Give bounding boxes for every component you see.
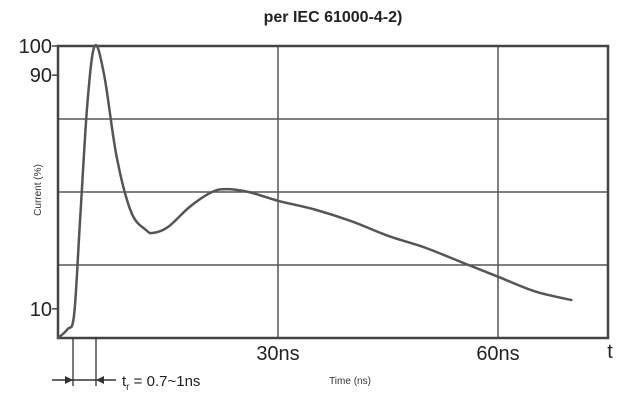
rise-time-symbol: t [122, 373, 127, 390]
x-tick-label-60ns: 60ns [476, 343, 519, 365]
grid [58, 46, 608, 338]
rise-arrow-right [96, 376, 104, 384]
x-axis-label: Time (ns) [329, 376, 371, 387]
chart-title: per IEC 61000-4-2) [264, 9, 403, 26]
x-ticks: 30ns 60ns [256, 343, 519, 365]
y-tick-label-100: 100 [19, 36, 52, 58]
x-axis-symbol: t [607, 341, 613, 363]
y-axis-label: Current (%) [33, 164, 44, 216]
y-tick-label-10: 10 [30, 299, 52, 321]
y-ticks: 100 90 10 [19, 36, 58, 321]
rise-time-label: tr = 0.7~1ns [122, 373, 200, 393]
x-tick-label-30ns: 30ns [256, 343, 299, 365]
plot-frame [56, 44, 610, 340]
current-curve [56, 43, 573, 340]
rise-time-annotation: tr = 0.7~1ns [52, 338, 200, 393]
rise-time-subscript: r [126, 382, 130, 393]
rise-arrow-left [65, 376, 73, 384]
y-tick-label-90: 90 [30, 65, 52, 87]
rise-time-value: = 0.7~1ns [130, 373, 201, 390]
